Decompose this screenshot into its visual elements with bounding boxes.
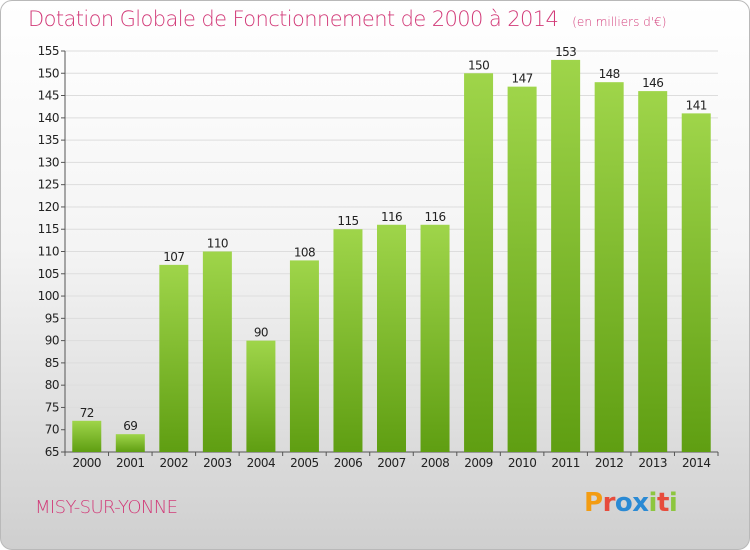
y-tick-label: 115 — [38, 222, 59, 236]
value-label: 153 — [555, 45, 576, 59]
y-tick-label: 85 — [45, 356, 59, 370]
y-tick-label: 80 — [45, 378, 59, 392]
bar-2014 — [681, 113, 711, 452]
y-tick-label: 130 — [38, 155, 59, 169]
x-tick-label: 2006 — [334, 456, 363, 470]
y-tick-label: 105 — [38, 267, 59, 281]
logo-letter: r — [602, 488, 616, 518]
proxiti-logo: Proxiti — [584, 488, 678, 518]
x-tick-label: 2001 — [116, 456, 145, 470]
value-label: 69 — [123, 419, 137, 433]
x-tick-label: 2008 — [421, 456, 450, 470]
value-label: 107 — [163, 250, 184, 264]
bar-2012 — [594, 82, 624, 452]
logo-letter: P — [584, 488, 603, 518]
bar-2005 — [289, 260, 319, 452]
x-tick-label: 2000 — [72, 456, 101, 470]
value-label: 72 — [80, 406, 94, 420]
bar-2011 — [551, 59, 581, 453]
y-tick-label: 120 — [38, 200, 59, 214]
value-label: 147 — [512, 72, 533, 86]
value-label: 110 — [207, 237, 228, 251]
y-tick-label: 70 — [45, 423, 59, 437]
logo-letter: o — [614, 488, 633, 518]
bars — [72, 59, 711, 453]
value-label: 116 — [424, 210, 445, 224]
bar-2001 — [115, 434, 145, 452]
bar-2008 — [420, 224, 450, 452]
y-tick-label: 100 — [38, 289, 59, 303]
value-label: 116 — [381, 210, 402, 224]
y-tick-label: 95 — [45, 311, 59, 325]
logo-letter: i — [668, 488, 678, 518]
x-tick-label: 2007 — [377, 456, 406, 470]
y-tick-label: 135 — [38, 133, 59, 147]
x-tick-label: 2012 — [595, 456, 624, 470]
x-tick-label: 2002 — [160, 456, 189, 470]
y-tick-label: 90 — [45, 334, 59, 348]
x-tick-labels: 2000 2001 2002 2003 2004 2005 2006 2007 2008 2009… — [72, 456, 711, 470]
bar-2004 — [246, 340, 276, 452]
bar-2010 — [507, 86, 537, 453]
bar-2002 — [159, 264, 189, 452]
value-label: 108 — [294, 245, 315, 259]
x-tick-label: 2010 — [508, 456, 537, 470]
x-tick-label: 2013 — [638, 456, 667, 470]
logo-letter: i — [648, 488, 658, 518]
logo-letter: t — [656, 488, 669, 518]
y-tick-label: 145 — [38, 89, 59, 103]
value-label: 150 — [468, 58, 489, 72]
x-tick-label: 2011 — [551, 456, 580, 470]
bar-2000 — [72, 420, 102, 452]
bar-2007 — [377, 224, 406, 452]
commune-name: MISY-SUR-YONNE — [35, 497, 178, 518]
y-tick-label: 140 — [38, 111, 59, 125]
chart-unit-label: (en milliers d'€) — [572, 15, 667, 29]
value-label: 148 — [599, 67, 620, 81]
y-tick-label: 150 — [38, 66, 59, 80]
y-tick-label: 65 — [45, 445, 59, 459]
logo-letter: x — [632, 488, 649, 518]
y-tick-label: 110 — [38, 245, 59, 259]
chart-title-main: Dotation Globale de Fonctionnement de 20… — [28, 7, 559, 31]
y-tick-label: 75 — [45, 400, 59, 414]
x-tick-label: 2004 — [247, 456, 276, 470]
x-tick-label: 2003 — [203, 456, 232, 470]
chart-title: Dotation Globale de Fonctionnement de 20… — [28, 7, 666, 31]
y-tick-labels: 65 70 75 80 85 90 95 100 105 110 115 120 125 130 135 14… — [38, 44, 60, 459]
bar-2013 — [638, 91, 668, 452]
value-label: 146 — [642, 76, 663, 90]
bar-2009 — [464, 73, 494, 453]
x-tick-label: 2014 — [682, 456, 711, 470]
value-label: 90 — [254, 326, 268, 340]
value-label: 141 — [686, 98, 707, 112]
x-tick-label: 2005 — [290, 456, 319, 470]
y-tick-label: 125 — [38, 178, 59, 192]
y-tick-label: 155 — [38, 44, 59, 58]
bar-2006 — [333, 229, 363, 452]
value-label: 115 — [337, 214, 358, 228]
value-labels: 72 69 107 110 90 108 115 116 116 150 147 153 148 146 1… — [80, 45, 708, 433]
bar-2003 — [202, 251, 232, 452]
x-tick-label: 2009 — [464, 456, 493, 470]
